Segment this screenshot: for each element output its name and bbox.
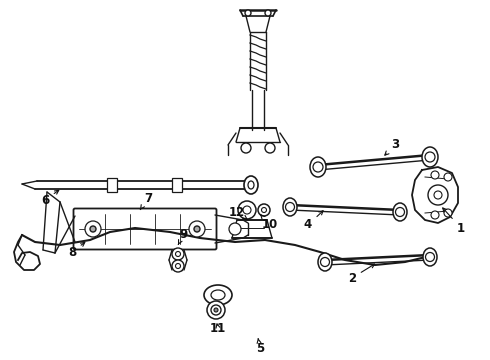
Ellipse shape: [310, 157, 326, 177]
Ellipse shape: [318, 253, 332, 271]
Circle shape: [245, 10, 251, 16]
Ellipse shape: [283, 198, 297, 216]
Circle shape: [172, 260, 184, 272]
Circle shape: [85, 221, 101, 237]
Text: 6: 6: [41, 190, 59, 207]
Bar: [107, 178, 117, 192]
Circle shape: [286, 202, 294, 211]
Ellipse shape: [423, 248, 437, 266]
Circle shape: [258, 204, 270, 216]
Ellipse shape: [244, 176, 258, 194]
Circle shape: [425, 252, 435, 261]
Circle shape: [175, 252, 180, 256]
Circle shape: [211, 305, 221, 315]
Circle shape: [194, 226, 200, 232]
Circle shape: [243, 206, 251, 214]
Ellipse shape: [248, 181, 254, 189]
Circle shape: [265, 10, 271, 16]
Circle shape: [431, 211, 439, 219]
Text: 9: 9: [178, 229, 187, 244]
Text: 4: 4: [304, 211, 323, 231]
Circle shape: [265, 143, 275, 153]
Circle shape: [189, 221, 205, 237]
Circle shape: [229, 223, 241, 235]
Circle shape: [262, 207, 267, 212]
Circle shape: [238, 201, 256, 219]
Ellipse shape: [393, 203, 407, 221]
Circle shape: [395, 207, 405, 216]
Text: 1: 1: [442, 208, 465, 234]
Circle shape: [241, 143, 251, 153]
Text: 8: 8: [68, 242, 85, 258]
Circle shape: [444, 173, 452, 181]
Text: 3: 3: [385, 139, 399, 155]
Circle shape: [320, 257, 329, 266]
Circle shape: [313, 162, 323, 172]
Text: 7: 7: [140, 192, 152, 210]
FancyBboxPatch shape: [74, 208, 217, 249]
Circle shape: [444, 209, 452, 217]
Circle shape: [90, 226, 96, 232]
Circle shape: [207, 301, 225, 319]
Ellipse shape: [211, 290, 225, 300]
Circle shape: [431, 171, 439, 179]
Circle shape: [434, 191, 442, 199]
Text: 10: 10: [261, 215, 278, 231]
Text: 2: 2: [348, 264, 374, 284]
Circle shape: [425, 152, 435, 162]
Circle shape: [172, 248, 184, 260]
Text: 5: 5: [256, 339, 264, 355]
Ellipse shape: [204, 285, 232, 305]
Circle shape: [214, 308, 218, 312]
Ellipse shape: [422, 147, 438, 167]
Text: 12: 12: [229, 206, 248, 220]
Text: 11: 11: [210, 321, 226, 334]
Circle shape: [175, 264, 180, 269]
Bar: [172, 178, 182, 192]
Circle shape: [428, 185, 448, 205]
